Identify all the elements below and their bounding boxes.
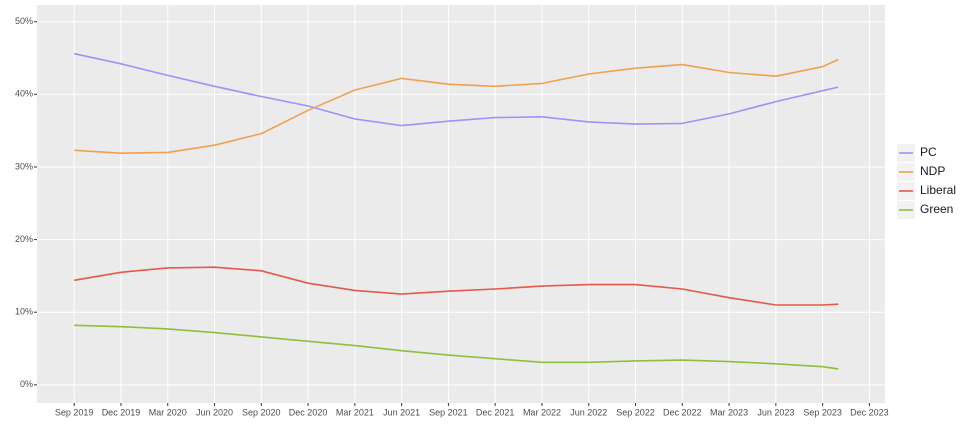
y-tick-label: 20% — [15, 234, 33, 244]
legend-label: Green — [920, 202, 953, 216]
legend: PC NDP Liberal Green — [897, 144, 956, 219]
x-tick-label: Jun 2021 — [383, 407, 420, 417]
x-tick-label: Dec 2020 — [289, 407, 328, 417]
y-tick-label: 50% — [15, 16, 33, 26]
x-tick-label: Sep 2023 — [803, 407, 842, 417]
legend-label: Liberal — [920, 183, 956, 197]
x-tick-label: Mar 2023 — [710, 407, 748, 417]
x-tick-label: Sep 2020 — [242, 407, 281, 417]
x-tick-label: Jun 2022 — [570, 407, 607, 417]
y-tick-label: 30% — [15, 161, 33, 171]
x-tick-label: Jun 2023 — [757, 407, 794, 417]
y-tick-label: 0% — [20, 379, 33, 389]
x-tick-label: Sep 2019 — [55, 407, 94, 417]
x-tick-label: Dec 2019 — [102, 407, 141, 417]
y-tick-label: 10% — [15, 307, 33, 317]
x-tick-label: Dec 2021 — [476, 407, 515, 417]
x-tick-label: Mar 2022 — [523, 407, 561, 417]
x-tick-label: Sep 2021 — [429, 407, 468, 417]
panel — [37, 5, 885, 403]
series-line — [74, 58, 839, 154]
x-tick-label: Mar 2021 — [336, 407, 374, 417]
series-line — [74, 52, 839, 127]
legend-label: NDP — [920, 164, 945, 178]
x-tick-label: Mar 2020 — [149, 407, 187, 417]
y-tick-label: 40% — [15, 89, 33, 99]
x-tick-label: Dec 2023 — [850, 407, 889, 417]
x-tick-label: Jun 2020 — [196, 407, 233, 417]
series-line — [74, 266, 839, 306]
x-tick-label: Dec 2022 — [663, 407, 702, 417]
x-tick-label: Sep 2022 — [616, 407, 655, 417]
legend-label: PC — [920, 145, 937, 159]
series-line — [74, 324, 839, 370]
